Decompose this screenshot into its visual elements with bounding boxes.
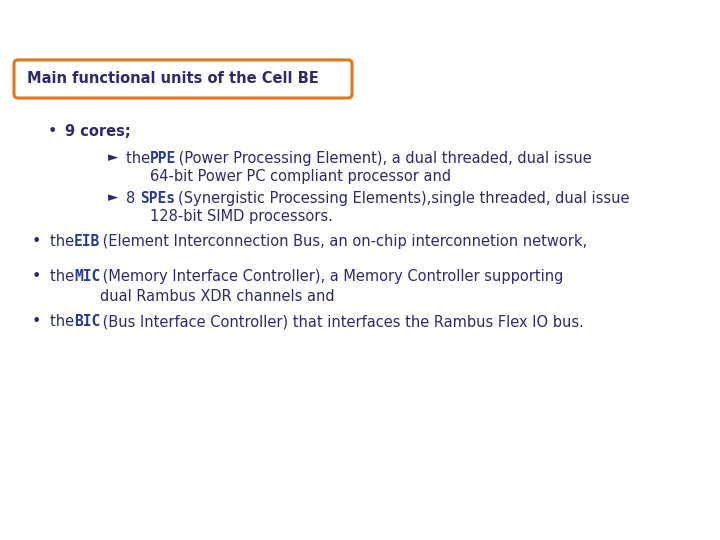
- Text: (Memory Interface Controller), a Memory Controller supporting: (Memory Interface Controller), a Memory …: [98, 269, 563, 285]
- Text: MIC: MIC: [74, 269, 100, 285]
- Text: PPE: PPE: [150, 151, 176, 166]
- Text: EIB: EIB: [74, 234, 100, 249]
- Text: 64-bit Power PC compliant processor and: 64-bit Power PC compliant processor and: [150, 169, 451, 184]
- Text: ►: ►: [108, 191, 118, 204]
- Text: the: the: [50, 314, 78, 329]
- Text: the: the: [50, 234, 78, 249]
- Text: Main functional units of the Cell BE: Main functional units of the Cell BE: [27, 71, 319, 86]
- Text: the: the: [50, 269, 78, 285]
- Text: (Bus Interface Controller) that interfaces the Rambus Flex IO bus.: (Bus Interface Controller) that interfac…: [98, 314, 584, 329]
- Text: 8: 8: [126, 191, 140, 206]
- Text: BIC: BIC: [74, 314, 100, 329]
- Text: •: •: [31, 234, 41, 249]
- Text: dual Rambus XDR channels and: dual Rambus XDR channels and: [100, 289, 335, 305]
- Text: (Power Processing Element), a dual threaded, dual issue: (Power Processing Element), a dual threa…: [174, 151, 592, 166]
- FancyBboxPatch shape: [14, 60, 352, 98]
- Text: SPEs: SPEs: [140, 191, 175, 206]
- Text: •: •: [31, 314, 41, 329]
- Text: •: •: [48, 124, 57, 139]
- Text: Overview of the Cell BE (2): Overview of the Cell BE (2): [218, 10, 502, 29]
- Text: ►: ►: [108, 151, 118, 164]
- Text: (Synergistic Processing Elements),single threaded, dual issue: (Synergistic Processing Elements),single…: [178, 191, 629, 206]
- Text: 128-bit SIMD processors.: 128-bit SIMD processors.: [150, 210, 333, 224]
- Text: (Element Interconnection Bus, an on-chip interconnetion network,: (Element Interconnection Bus, an on-chip…: [98, 234, 587, 249]
- Text: •: •: [31, 269, 41, 285]
- Text: 9 cores;: 9 cores;: [65, 124, 131, 139]
- Text: the: the: [126, 151, 155, 166]
